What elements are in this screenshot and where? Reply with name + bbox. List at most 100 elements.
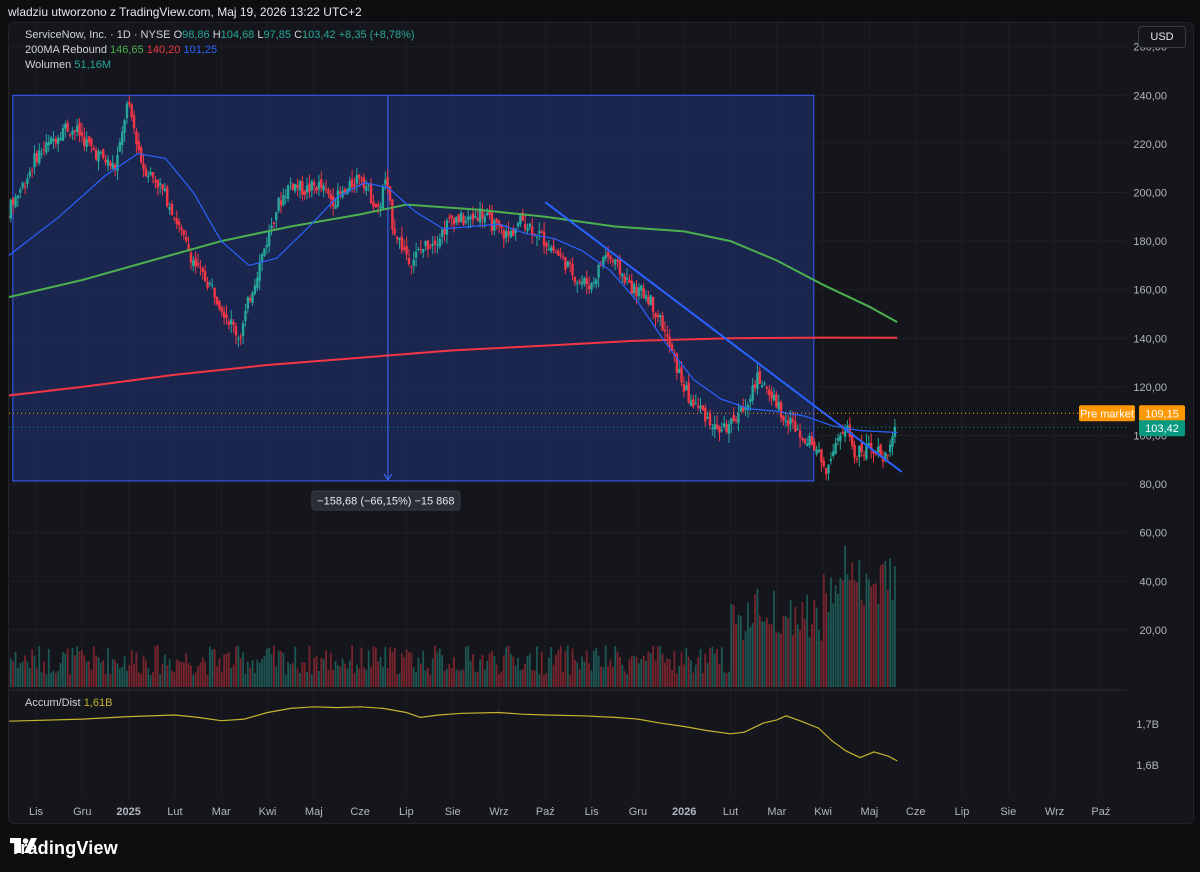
candle-body (90, 138, 93, 147)
candle-body (372, 201, 375, 207)
candle-body (248, 298, 252, 301)
volume-bar (562, 671, 564, 687)
candle-body (637, 287, 641, 297)
candle-body (374, 203, 378, 208)
candle-body (843, 430, 847, 437)
candle-body (514, 228, 517, 234)
volume-bar (464, 646, 467, 687)
candle-body (83, 136, 86, 147)
candle-body (526, 227, 529, 231)
candle-body (23, 185, 27, 188)
volume-bar (382, 667, 384, 687)
volume-bar (429, 674, 432, 687)
candle-body (196, 262, 200, 266)
candle-body (590, 283, 593, 290)
candle-body (218, 300, 221, 309)
volume-bar (386, 668, 389, 687)
candle-body (294, 183, 297, 192)
volume-bar (111, 658, 114, 687)
candle-body (376, 204, 380, 207)
candle-body (365, 186, 368, 191)
candle-body (867, 443, 870, 446)
volume-bar (656, 646, 659, 687)
candle-body (163, 188, 167, 191)
legend-ohlc: O98,86 H104,68 L97,85 C103,42 (174, 29, 339, 41)
volume-bar (808, 636, 811, 687)
volume-bar (261, 659, 263, 687)
volume-bar (246, 661, 249, 687)
currency-button[interactable]: USD (1138, 26, 1186, 48)
candle-body (97, 151, 100, 162)
candle-body (455, 216, 458, 223)
candle-body (827, 464, 830, 474)
candle-body (725, 424, 728, 433)
volume-bar (780, 634, 782, 687)
volume-bar (713, 653, 716, 687)
candle-body (687, 382, 690, 403)
volume-bar (640, 658, 643, 687)
candle-body (35, 152, 39, 163)
candle-body (450, 215, 453, 219)
candle-body (666, 334, 669, 337)
volume-bar (533, 670, 536, 687)
volume-bar (675, 673, 678, 687)
volume-bar (699, 648, 702, 687)
volume-bar (583, 661, 586, 687)
volume-bar (863, 605, 865, 687)
volume-bar (585, 650, 588, 687)
ohlc-key-3: C (291, 29, 303, 41)
candle-body (201, 268, 204, 272)
volume-bar (545, 673, 548, 687)
volume-bar (102, 660, 105, 687)
candle-body (535, 236, 539, 238)
time-tick-label: Paź (1091, 806, 1110, 818)
ohlc-value-3: 103,42 (302, 29, 336, 41)
volume-bar (334, 660, 337, 687)
chart-panel[interactable]: 260,00240,00220,00200,00180,00160,00140,… (8, 22, 1194, 824)
volume-bar (140, 673, 143, 687)
volume-bar (81, 650, 83, 687)
time-tick-label: Maj (861, 806, 879, 818)
volume-bar (685, 647, 688, 687)
candle-body (66, 122, 69, 132)
candle-body (45, 142, 48, 153)
volume-bar (9, 658, 12, 687)
time-tick-label: 2026 (672, 806, 696, 818)
volume-bar (763, 621, 766, 687)
candle-body (817, 450, 821, 452)
price-chart[interactable]: 260,00240,00220,00200,00180,00160,00140,… (9, 23, 1193, 823)
volume-bar (773, 590, 775, 687)
volume-bar (159, 674, 162, 687)
candle-body (813, 441, 816, 451)
volume-bar (216, 666, 218, 687)
candle-body (476, 218, 479, 221)
volume-bar (754, 594, 756, 687)
time-tick-label: Gru (629, 806, 647, 818)
volume-bar (524, 663, 527, 687)
candle-body (462, 215, 465, 226)
volume-bar (31, 649, 34, 687)
candle-body (85, 139, 88, 147)
volume-bar (121, 666, 124, 687)
volume-bar (235, 646, 237, 687)
volume-bar (310, 674, 313, 687)
candle-body (78, 122, 81, 136)
candle-body (369, 183, 373, 203)
last-price-label: 103,42 (1145, 423, 1179, 435)
candle-body (230, 319, 233, 325)
time-tick-label: Sie (1000, 806, 1016, 818)
volume-bar (47, 648, 50, 687)
candle-body (749, 399, 752, 403)
candle-body (467, 216, 470, 221)
volume-bar (223, 654, 226, 687)
volume-bar (287, 662, 290, 687)
volume-bar (588, 663, 591, 687)
candle-body (512, 228, 515, 236)
measure-label-box (311, 490, 461, 511)
candle-body (474, 215, 477, 218)
candle-body (137, 141, 140, 151)
volume-bar (841, 580, 844, 687)
volume-bar (320, 658, 323, 687)
legend-change: +8,35 (+8,78%) (338, 29, 415, 41)
volume-bar (239, 658, 242, 687)
